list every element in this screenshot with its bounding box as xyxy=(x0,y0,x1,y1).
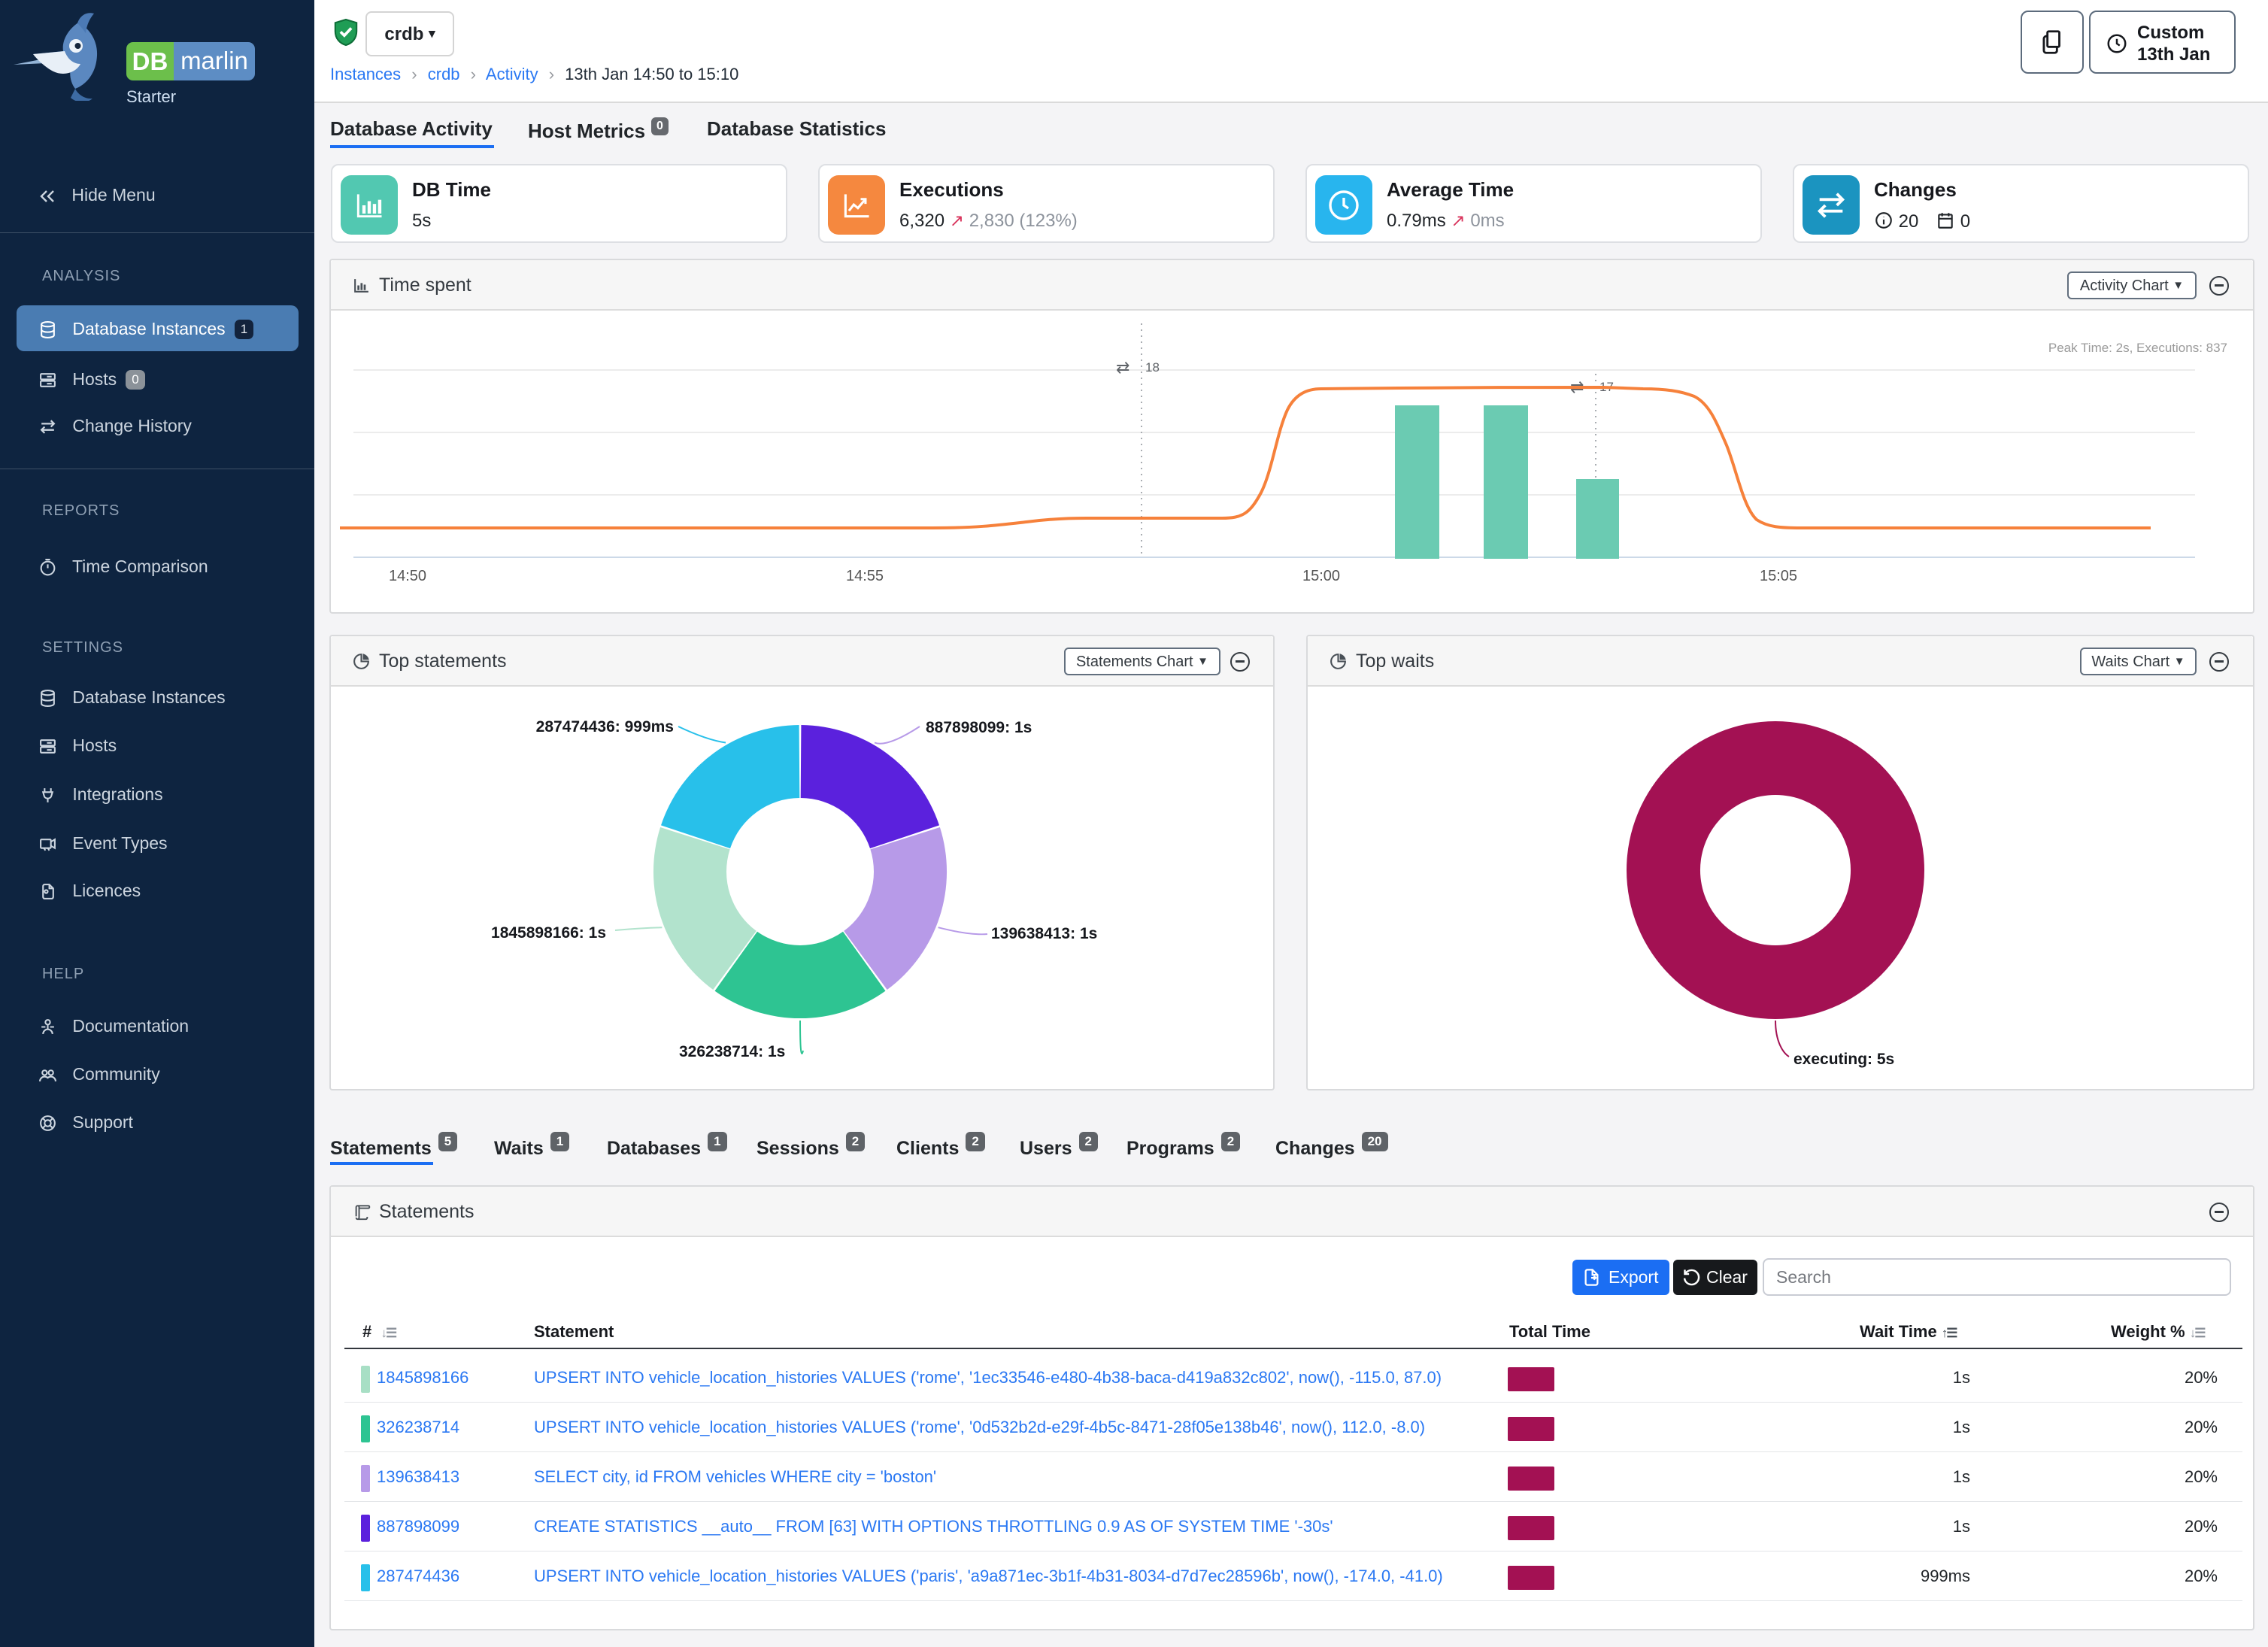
svg-text:executing: 5s: executing: 5s xyxy=(1793,1051,1894,1068)
svg-text:18: 18 xyxy=(1145,360,1160,375)
svg-text:15:00: 15:00 xyxy=(1302,568,1340,584)
svg-text:⇄: ⇄ xyxy=(1116,358,1129,377)
svg-text:887898099: 1s: 887898099: 1s xyxy=(926,719,1032,736)
svg-text:14:50: 14:50 xyxy=(389,568,426,584)
svg-text:15:05: 15:05 xyxy=(1760,568,1797,584)
svg-text:287474436: 999ms: 287474436: 999ms xyxy=(536,718,674,736)
svg-text:1845898166: 1s: 1845898166: 1s xyxy=(491,924,606,942)
svg-text:Peak Time: 2s, Executions: 837: Peak Time: 2s, Executions: 837 xyxy=(2048,341,2227,355)
svg-text:14:55: 14:55 xyxy=(846,568,884,584)
svg-text:139638413: 1s: 139638413: 1s xyxy=(991,925,1097,942)
svg-text:326238714: 1s: 326238714: 1s xyxy=(679,1043,785,1060)
